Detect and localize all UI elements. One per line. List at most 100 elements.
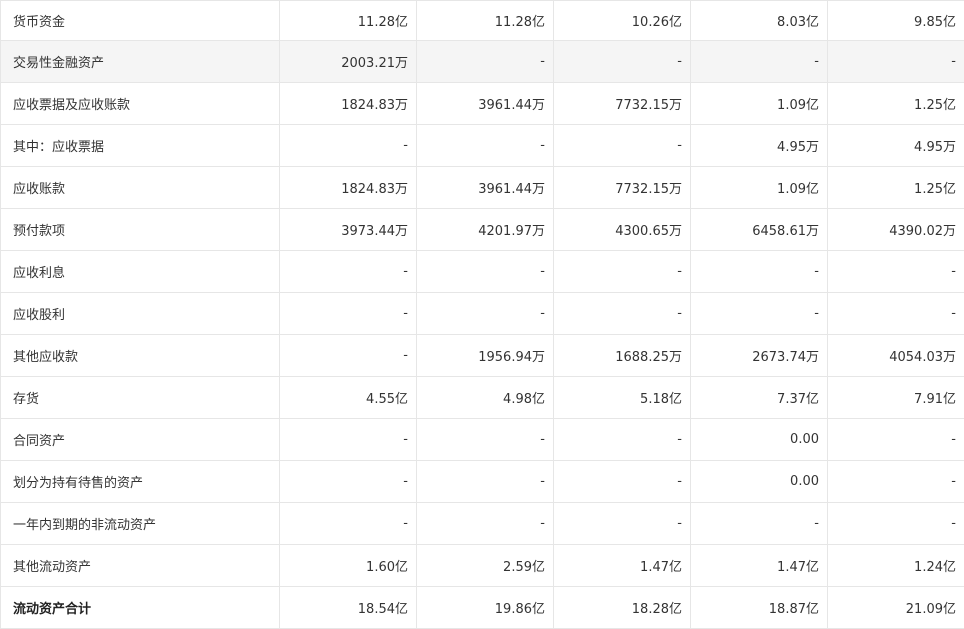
table-row: 应收利息 - - - - - <box>0 250 964 293</box>
cell-value: - <box>416 460 554 503</box>
cell-value: 1824.83万 <box>279 166 417 209</box>
cell-value: - <box>827 292 964 335</box>
cell-value: 1.47亿 <box>690 544 828 587</box>
table-row: 货币资金 11.28亿 11.28亿 10.26亿 8.03亿 9.85亿 <box>0 0 964 41</box>
cell-value: 1.09亿 <box>690 166 828 209</box>
table-row: 合同资产 - - - 0.00 - <box>0 418 964 461</box>
row-label: 合同资产 <box>0 418 280 461</box>
cell-value: 1.24亿 <box>827 544 964 587</box>
row-label: 应收股利 <box>0 292 280 335</box>
row-label: 应收利息 <box>0 250 280 293</box>
row-label: 一年内到期的非流动资产 <box>0 502 280 545</box>
cell-value: 10.26亿 <box>553 0 691 41</box>
cell-value: 4390.02万 <box>827 208 964 251</box>
cell-value: 2003.21万 <box>279 40 417 83</box>
cell-value: 3973.44万 <box>279 208 417 251</box>
cell-value: 5.18亿 <box>553 376 691 419</box>
cell-value: - <box>279 250 417 293</box>
cell-value: 1.60亿 <box>279 544 417 587</box>
cell-value: - <box>827 418 964 461</box>
cell-value: 7.91亿 <box>827 376 964 419</box>
cell-value: 1824.83万 <box>279 82 417 125</box>
cell-value: 1688.25万 <box>553 334 691 377</box>
cell-value: - <box>416 250 554 293</box>
row-label-total: 流动资产合计 <box>0 586 280 629</box>
cell-value: 0.00 <box>690 418 828 461</box>
row-label: 其他流动资产 <box>0 544 280 587</box>
cell-value: - <box>553 292 691 335</box>
cell-value: 4.95万 <box>827 124 964 167</box>
cell-value: - <box>416 40 554 83</box>
cell-value: - <box>553 40 691 83</box>
cell-value: 19.86亿 <box>416 586 554 629</box>
cell-value: - <box>279 124 417 167</box>
table-row: 应收账款 1824.83万 3961.44万 7732.15万 1.09亿 1.… <box>0 166 964 209</box>
cell-value: - <box>690 250 828 293</box>
cell-value: 9.85亿 <box>827 0 964 41</box>
row-label: 其他应收款 <box>0 334 280 377</box>
table-row: 应收票据及应收账款 1824.83万 3961.44万 7732.15万 1.0… <box>0 82 964 125</box>
cell-value: 3961.44万 <box>416 82 554 125</box>
cell-value: - <box>553 250 691 293</box>
cell-value: - <box>553 124 691 167</box>
cell-value: 18.28亿 <box>553 586 691 629</box>
cell-value: 1.09亿 <box>690 82 828 125</box>
row-label: 存货 <box>0 376 280 419</box>
table-row: 预付款项 3973.44万 4201.97万 4300.65万 6458.61万… <box>0 208 964 251</box>
table-row: 其他应收款 - 1956.94万 1688.25万 2673.74万 4054.… <box>0 334 964 377</box>
cell-value: 0.00 <box>690 460 828 503</box>
cell-value: 4054.03万 <box>827 334 964 377</box>
cell-value: 4.95万 <box>690 124 828 167</box>
row-label: 应收票据及应收账款 <box>0 82 280 125</box>
cell-value: 18.54亿 <box>279 586 417 629</box>
cell-value: - <box>827 250 964 293</box>
cell-value: 1.25亿 <box>827 82 964 125</box>
cell-value: 4.98亿 <box>416 376 554 419</box>
cell-value: - <box>690 292 828 335</box>
cell-value: 18.87亿 <box>690 586 828 629</box>
row-label: 预付款项 <box>0 208 280 251</box>
cell-value: - <box>827 502 964 545</box>
table-row: 其他流动资产 1.60亿 2.59亿 1.47亿 1.47亿 1.24亿 <box>0 544 964 587</box>
cell-value: - <box>553 460 691 503</box>
table-row: 其中：应收票据 - - - 4.95万 4.95万 <box>0 124 964 167</box>
cell-value: - <box>279 292 417 335</box>
row-label: 应收账款 <box>0 166 280 209</box>
cell-value: 2673.74万 <box>690 334 828 377</box>
cell-value: - <box>553 418 691 461</box>
table-row-total: 流动资产合计 18.54亿 19.86亿 18.28亿 18.87亿 21.09… <box>0 586 964 629</box>
table-row: 应收股利 - - - - - <box>0 292 964 335</box>
table-row: 一年内到期的非流动资产 - - - - - <box>0 502 964 545</box>
cell-value: - <box>279 418 417 461</box>
cell-value: 7.37亿 <box>690 376 828 419</box>
cell-value: 11.28亿 <box>416 0 554 41</box>
cell-value: - <box>416 124 554 167</box>
cell-value: 4.55亿 <box>279 376 417 419</box>
cell-value: - <box>279 460 417 503</box>
cell-value: 2.59亿 <box>416 544 554 587</box>
cell-value: - <box>690 502 828 545</box>
cell-value: - <box>827 460 964 503</box>
cell-value: 4201.97万 <box>416 208 554 251</box>
table-row-highlighted: 交易性金融资产 2003.21万 - - - - <box>0 40 964 83</box>
cell-value: 8.03亿 <box>690 0 828 41</box>
cell-value: - <box>416 502 554 545</box>
cell-value: 21.09亿 <box>827 586 964 629</box>
row-label: 其中：应收票据 <box>0 124 280 167</box>
cell-value: - <box>279 334 417 377</box>
table-row: 存货 4.55亿 4.98亿 5.18亿 7.37亿 7.91亿 <box>0 376 964 419</box>
row-label: 货币资金 <box>0 0 280 41</box>
cell-value: 11.28亿 <box>279 0 417 41</box>
cell-value: - <box>416 418 554 461</box>
cell-value: - <box>279 502 417 545</box>
cell-value: 7732.15万 <box>553 82 691 125</box>
row-label: 划分为持有待售的资产 <box>0 460 280 503</box>
cell-value: 1.47亿 <box>553 544 691 587</box>
row-label: 交易性金融资产 <box>0 40 280 83</box>
cell-value: 7732.15万 <box>553 166 691 209</box>
cell-value: 6458.61万 <box>690 208 828 251</box>
cell-value: - <box>416 292 554 335</box>
cell-value: 4300.65万 <box>553 208 691 251</box>
